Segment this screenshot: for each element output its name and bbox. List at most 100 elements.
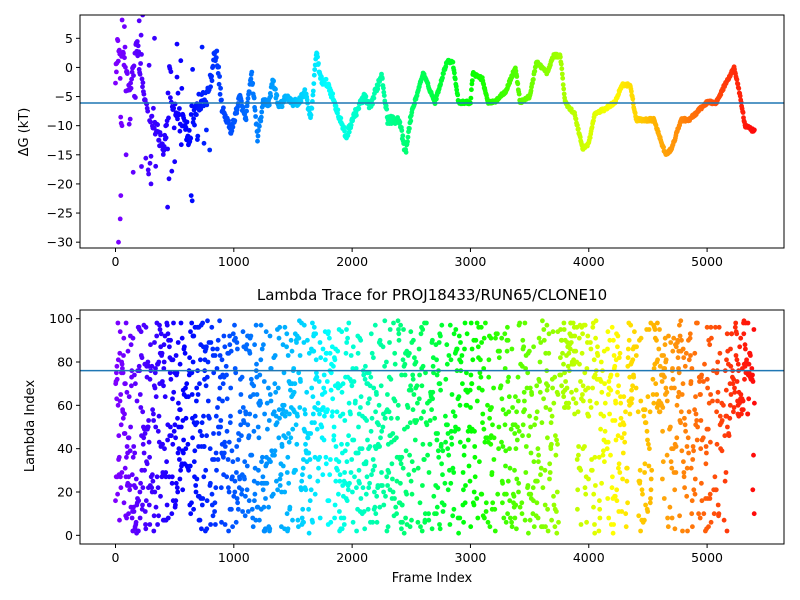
dg-point (384, 106, 390, 112)
lambda-point (539, 420, 545, 426)
lambda-point (189, 500, 194, 506)
lambda-point (369, 415, 375, 421)
lambda-point (385, 524, 391, 530)
dg-point (161, 148, 167, 154)
lambda-point (356, 467, 362, 473)
lambda-point (507, 446, 512, 452)
lambda-point (367, 396, 372, 402)
dg-point (195, 133, 201, 139)
lambda-point (573, 400, 579, 406)
lambda-point (374, 519, 380, 525)
dg-point (253, 114, 258, 119)
lambda-point (147, 522, 153, 527)
lambda-point (351, 379, 357, 384)
dg-point (186, 127, 192, 133)
lambda-point (495, 491, 501, 497)
lambda-point (615, 333, 621, 339)
lambda-point (399, 454, 405, 460)
lambda-point (430, 363, 436, 369)
lambda-point (542, 502, 548, 508)
lambda-point (663, 385, 669, 391)
lambda-point (526, 530, 531, 536)
lambda-point (348, 353, 354, 358)
lambda-point (230, 474, 235, 480)
lambda-point (643, 502, 648, 508)
lambda-point (642, 407, 648, 413)
lambda-point (175, 340, 181, 345)
lambda-point (682, 422, 688, 428)
lambda-point (122, 465, 128, 471)
lambda-point (707, 491, 713, 497)
lambda-point (314, 374, 320, 380)
lambda-point (688, 353, 693, 358)
lambda-point (674, 435, 680, 441)
lambda-point (124, 454, 129, 460)
lambda-point (192, 448, 198, 454)
lambda-point (349, 383, 355, 389)
lambda-point (114, 376, 120, 382)
lambda-point (260, 487, 266, 493)
lambda-point (151, 418, 157, 423)
lambda-point (117, 398, 123, 404)
lambda-point (551, 493, 556, 499)
lambda-point (657, 363, 663, 369)
lambda-point (611, 337, 616, 343)
lambda-point (505, 337, 511, 343)
lambda-point (565, 363, 571, 369)
dg-point (249, 69, 255, 75)
lambda-point (633, 353, 639, 358)
lambda-point (268, 366, 274, 371)
lambda-point (457, 439, 463, 445)
lambda-point (445, 446, 451, 452)
lambda-point (469, 346, 475, 352)
lambda-point (575, 506, 580, 512)
lambda-point (328, 370, 334, 376)
lambda-point (249, 506, 255, 512)
lambda-point (355, 350, 361, 356)
lambda-point (692, 407, 697, 413)
lambda-point (575, 409, 581, 415)
lambda-point (716, 511, 722, 517)
lambda-point (354, 528, 359, 534)
dg-y-tick-label: −10 (47, 118, 73, 133)
dg-point (441, 71, 446, 76)
lambda-point (435, 431, 440, 436)
lambda-point (437, 526, 443, 532)
lambda-point (709, 335, 714, 341)
lambda-point (331, 424, 337, 430)
lambda-point (409, 491, 415, 497)
lambda-point (365, 400, 371, 406)
lambda-point (638, 398, 644, 404)
lambda-point (538, 340, 544, 345)
lambda-point (548, 420, 554, 426)
lambda-point (673, 470, 679, 475)
lambda-point (170, 441, 176, 447)
lambda-point (408, 478, 414, 484)
lambda-point (641, 413, 647, 419)
lambda-point (155, 522, 161, 527)
lambda-point (483, 509, 489, 514)
dg-y-tick-label: −30 (47, 235, 73, 250)
lambda-point (737, 344, 743, 350)
lambda-point (335, 348, 341, 354)
lambda-point (560, 350, 565, 356)
lambda-point (152, 489, 158, 495)
lambda-point (677, 333, 683, 339)
lambda-point (540, 485, 546, 491)
lambda-point (333, 478, 339, 484)
lambda-point (336, 459, 342, 465)
lambda-point (362, 376, 368, 382)
lambda-point (682, 485, 687, 491)
lambda-point (536, 452, 541, 458)
dg-point (255, 133, 261, 139)
lambda-point (344, 327, 349, 332)
lambda-point (116, 454, 122, 460)
lambda-point (439, 322, 445, 328)
dg-point (342, 128, 347, 134)
lambda-point (143, 324, 149, 330)
lambda-point (500, 444, 506, 449)
lambda-point (258, 322, 264, 328)
lambda-point (342, 448, 348, 454)
lambda-point (233, 370, 239, 376)
lambda-point (708, 519, 714, 525)
